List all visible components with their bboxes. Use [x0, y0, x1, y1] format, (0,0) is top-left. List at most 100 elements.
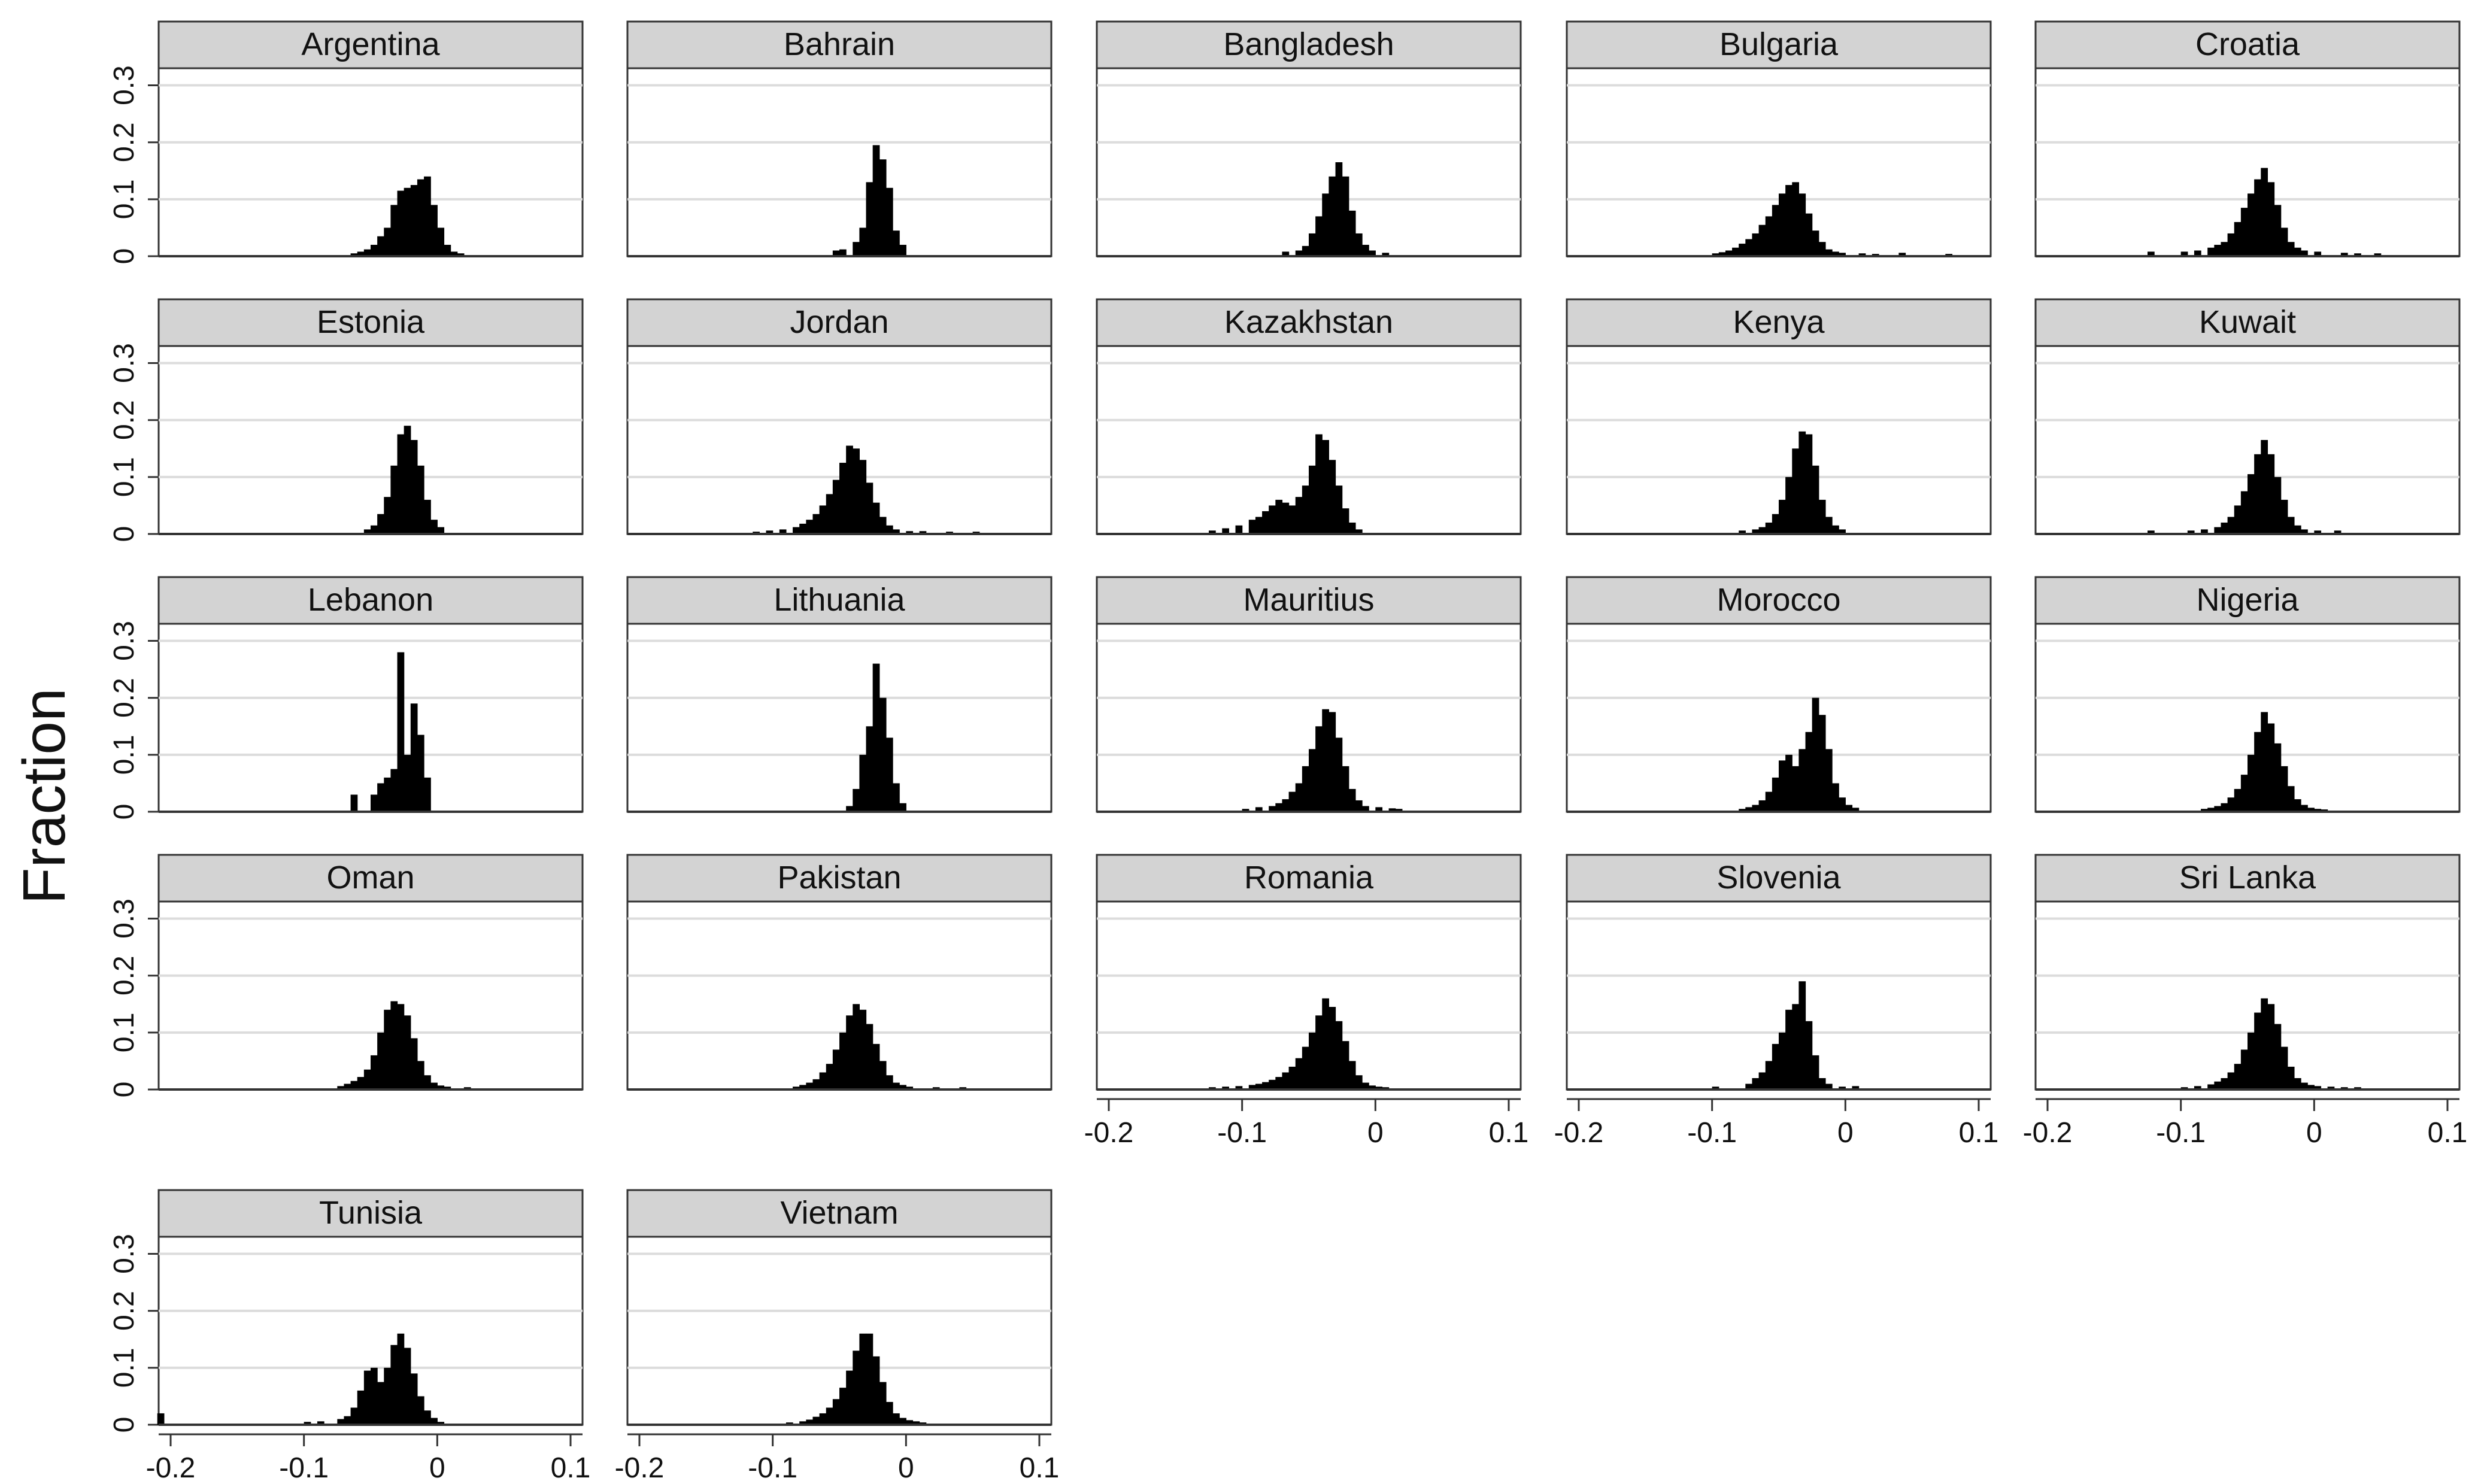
- panel-sri-lanka: Sri Lanka -0.2 -0.1 0 0.1: [2023, 854, 2467, 1149]
- histogram-bar: [397, 652, 405, 812]
- y-tick-label: 0.3: [108, 65, 140, 105]
- histogram-bar: [1825, 749, 1833, 812]
- histogram-bar: [1845, 805, 1853, 812]
- panel-morocco: Morocco: [1566, 576, 1992, 813]
- histogram-bar: [1209, 530, 1216, 534]
- histogram-bar: [417, 1061, 424, 1090]
- histogram-bar: [417, 735, 424, 812]
- histogram-bar: [1792, 182, 1799, 256]
- histogram-bar: [1825, 249, 1833, 256]
- histogram-bar: [893, 1413, 900, 1425]
- histogram-bar: [2248, 1032, 2255, 1090]
- panel-title: Pakistan: [777, 860, 901, 896]
- x-tick-label: -0.2: [1554, 1117, 1604, 1149]
- histogram-bar: [839, 1032, 847, 1090]
- histogram-bar: [1765, 1061, 1773, 1090]
- histogram-bar: [2240, 775, 2248, 812]
- histogram-bar: [304, 1422, 311, 1425]
- panel-title: Bahrain: [784, 26, 895, 62]
- histogram-bar: [1745, 1084, 1753, 1090]
- x-tick-label: -0.1: [2156, 1117, 2206, 1149]
- panel-kenya: Kenya: [1566, 298, 1992, 535]
- histogram-bar: [1388, 808, 1396, 812]
- histogram-bar: [2267, 182, 2275, 256]
- histogram-bar: [866, 726, 873, 812]
- histogram-bar: [363, 529, 371, 534]
- histogram-bar: [2254, 454, 2261, 534]
- panel-estonia: Estonia 0 0.1 0.2 0.3: [108, 298, 584, 542]
- histogram-bar: [2201, 809, 2208, 812]
- x-tick-label: 0: [1837, 1117, 1854, 1149]
- histogram-bar: [371, 244, 378, 256]
- panel-plot-frame: [626, 623, 1053, 813]
- histogram-bar: [1329, 460, 1336, 534]
- histogram-bar: [2287, 517, 2295, 534]
- histogram-bar: [2214, 1081, 2222, 1090]
- histogram-bar: [2240, 491, 2248, 534]
- histogram-bar: [2234, 221, 2242, 256]
- histogram-bar: [779, 529, 787, 534]
- histogram-bar: [1275, 499, 1283, 534]
- y-tick-label: 0.1: [108, 735, 140, 775]
- histogram-bar: [2314, 809, 2322, 812]
- histogram-bar: [1732, 247, 1739, 256]
- panel-header: [2034, 20, 2461, 69]
- histogram-bar: [1739, 244, 1746, 256]
- x-tick-label: 0.1: [551, 1452, 591, 1484]
- histogram-bar: [1779, 499, 1786, 534]
- histogram-bar: [1852, 1086, 1860, 1090]
- histogram-bar: [2207, 808, 2215, 812]
- panel-plot-frame: [157, 67, 584, 257]
- histogram-bar: [806, 520, 814, 534]
- histogram-bar: [1309, 233, 1316, 256]
- histogram-bar: [1805, 434, 1813, 534]
- histogram-bar: [872, 1356, 880, 1425]
- histogram-bar: [912, 1421, 920, 1425]
- x-tick-label: -0.1: [279, 1452, 329, 1484]
- histogram-bar: [806, 1082, 814, 1090]
- histogram-bar: [1739, 809, 1746, 812]
- histogram-bar: [1798, 981, 1806, 1090]
- histogram-bar: [2214, 527, 2222, 534]
- histogram-bar: [344, 1084, 351, 1090]
- panel-bulgaria: Bulgaria: [1566, 20, 1992, 257]
- panel-lithuania: Lithuania: [626, 576, 1053, 813]
- panel-jordan: Jordan: [626, 298, 1053, 535]
- histogram-bar: [2234, 1064, 2242, 1090]
- histogram-bar: [853, 1004, 860, 1090]
- histogram-bar: [812, 1416, 820, 1425]
- histogram-bar: [899, 803, 906, 812]
- histogram-bar: [2294, 799, 2301, 812]
- histogram-bar: [906, 1420, 914, 1425]
- histogram-bar: [2354, 253, 2361, 256]
- histogram-bar: [1839, 253, 1846, 256]
- histogram-bar: [1342, 1041, 1349, 1090]
- histogram-bar: [1248, 520, 1256, 534]
- y-tick-label: 0.3: [108, 343, 140, 383]
- histogram-bar: [384, 777, 391, 812]
- histogram-bar: [2287, 242, 2295, 256]
- panel-slovenia: Slovenia -0.2 -0.1 0 0.1: [1554, 854, 1998, 1149]
- histogram-bar: [2307, 808, 2315, 812]
- histogram-bar: [2267, 723, 2275, 812]
- panel-header: [157, 20, 584, 69]
- histogram-bar: [793, 1087, 800, 1090]
- histogram-bar: [1302, 1046, 1309, 1090]
- histogram-bar: [812, 514, 820, 534]
- panel-plot-frame: [157, 345, 584, 535]
- panel-title: Lithuania: [774, 582, 905, 618]
- histogram-bar: [2234, 505, 2242, 534]
- histogram-bar: [390, 465, 398, 534]
- histogram-bar: [1369, 1085, 1376, 1090]
- histogram-bar: [859, 1333, 867, 1425]
- panel-title: Oman: [326, 860, 414, 896]
- histogram-bar: [1295, 1058, 1303, 1090]
- histogram-bar: [1362, 806, 1369, 812]
- histogram-bar: [1295, 250, 1303, 256]
- x-tick-label: 0.1: [1489, 1117, 1529, 1149]
- histogram-bar: [2201, 529, 2208, 534]
- histogram-bar: [1898, 253, 1906, 256]
- histogram-bar: [2261, 440, 2268, 534]
- histogram-bar: [410, 1373, 418, 1425]
- panel-mauritius: Mauritius: [1096, 576, 1522, 813]
